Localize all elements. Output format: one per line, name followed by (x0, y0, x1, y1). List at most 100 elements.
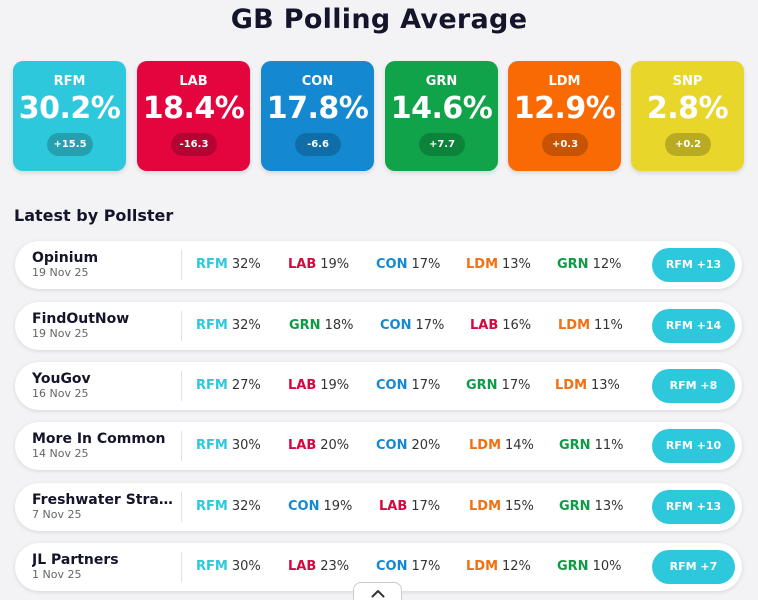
page-title: GB Polling Average (230, 4, 528, 35)
result-party: RFM (196, 438, 228, 453)
lead-badge-button[interactable]: RFM +14 (652, 309, 735, 343)
pollster-name: FindOutNow (32, 311, 130, 327)
pollster-row[interactable]: Freshwater Strat... 7 Nov 25 RFM 32% CON 19% L… (15, 483, 742, 531)
poll-result: RFM 32% (196, 499, 261, 514)
result-value: 19% (320, 378, 350, 393)
scroll-up-tab[interactable] (353, 582, 402, 600)
row-divider (181, 552, 182, 582)
result-party: CON (380, 318, 412, 333)
result-party: LDM (466, 257, 499, 272)
result-value: 32% (231, 499, 261, 514)
result-value: 17% (411, 257, 441, 272)
poll-result: GRN 13% (559, 499, 623, 514)
poll-result: LDM 15% (469, 499, 534, 514)
result-value: 10% (592, 559, 622, 574)
poll-result: LAB 20% (288, 438, 349, 453)
poll-date: 7 Nov 25 (32, 508, 82, 521)
party-average-card-ldm[interactable]: LDM 12.9% +0.3 (508, 61, 621, 171)
poll-result: LDM 12% (466, 559, 531, 574)
poll-result: CON 19% (288, 499, 352, 514)
poll-date: 19 Nov 25 (32, 266, 89, 279)
result-party: GRN (559, 438, 591, 453)
pollster-row[interactable]: YouGov 16 Nov 25 RFM 27% LAB 19% CON 17% GRN 17% L… (15, 362, 742, 410)
pollster-row[interactable]: JL Partners 1 Nov 25 RFM 30% LAB 23% CON 17% LDM… (15, 543, 742, 591)
party-average-card-con[interactable]: CON 17.8% -6.6 (261, 61, 374, 171)
result-party: LDM (469, 499, 502, 514)
result-value: 19% (320, 257, 350, 272)
result-party: GRN (557, 257, 589, 272)
lead-badge-button[interactable]: RFM +8 (652, 369, 735, 403)
result-party: LAB (288, 438, 317, 453)
result-value: 17% (411, 378, 441, 393)
result-party: LAB (288, 378, 317, 393)
result-party: CON (376, 378, 408, 393)
poll-result: LDM 14% (469, 438, 534, 453)
lead-badge-button[interactable]: RFM +10 (652, 429, 735, 463)
poll-result: RFM 32% (196, 257, 261, 272)
result-value: 30% (231, 559, 261, 574)
party-name: GRN (425, 74, 458, 89)
change-badge: +0.2 (665, 133, 711, 156)
party-average-card-rfm[interactable]: RFM 30.2% +15.5 (13, 61, 126, 171)
section-title: Latest by Pollster (14, 206, 174, 225)
pollster-row[interactable]: More In Common 14 Nov 25 RFM 30% LAB 20% CON 20… (15, 422, 742, 470)
poll-result: RFM 30% (196, 559, 261, 574)
poll-result: RFM 32% (196, 318, 261, 333)
change-badge: +0.3 (542, 133, 588, 156)
result-party: RFM (196, 559, 228, 574)
poll-result: LAB 17% (379, 499, 440, 514)
party-average-card-snp[interactable]: SNP 2.8% +0.2 (631, 61, 744, 171)
result-value: 30% (231, 438, 261, 453)
row-divider (181, 371, 182, 401)
result-party: CON (376, 257, 408, 272)
poll-result: CON 17% (380, 318, 444, 333)
pollster-row[interactable]: Opinium 19 Nov 25 RFM 32% LAB 19% CON 17% LDM 13%… (15, 241, 742, 289)
result-value: 11% (594, 438, 624, 453)
result-value: 17% (411, 499, 441, 514)
pollster-name: JL Partners (32, 552, 119, 568)
result-party: RFM (196, 499, 228, 514)
result-value: 18% (324, 318, 354, 333)
result-party: GRN (559, 499, 591, 514)
result-party: CON (288, 499, 320, 514)
poll-result: GRN 10% (557, 559, 621, 574)
result-value: 13% (594, 499, 624, 514)
result-value: 13% (502, 257, 531, 272)
party-average-card-grn[interactable]: GRN 14.6% +7.7 (385, 61, 498, 171)
result-value: 14% (505, 438, 534, 453)
lead-badge-button[interactable]: RFM +13 (652, 490, 735, 524)
poll-result: GRN 18% (289, 318, 353, 333)
result-party: LAB (379, 499, 408, 514)
result-party: LDM (555, 378, 588, 393)
poll-result: LDM 13% (466, 257, 531, 272)
result-value: 17% (501, 378, 531, 393)
pollster-name: YouGov (32, 371, 91, 387)
result-value: 17% (415, 318, 445, 333)
poll-date: 1 Nov 25 (32, 568, 82, 581)
poll-date: 16 Nov 25 (32, 387, 89, 400)
result-party: RFM (196, 378, 228, 393)
lead-badge-button[interactable]: RFM +7 (652, 550, 735, 584)
party-percentage: 2.8% (646, 91, 729, 126)
result-party: LDM (469, 438, 502, 453)
row-divider (181, 492, 182, 522)
lead-badge-button[interactable]: RFM +13 (652, 248, 735, 282)
result-value: 11% (594, 318, 623, 333)
result-party: GRN (289, 318, 321, 333)
party-percentage: 14.6% (390, 91, 493, 126)
poll-date: 14 Nov 25 (32, 447, 89, 460)
pollster-row[interactable]: FindOutNow 19 Nov 25 RFM 32% GRN 18% CON 17% LAB… (15, 302, 742, 350)
result-party: RFM (196, 318, 228, 333)
poll-result: CON 17% (376, 257, 440, 272)
result-party: RFM (196, 257, 228, 272)
result-value: 27% (231, 378, 261, 393)
party-percentage: 17.8% (266, 91, 369, 126)
result-party: LDM (558, 318, 591, 333)
poll-result: RFM 30% (196, 438, 261, 453)
result-value: 20% (320, 438, 350, 453)
result-value: 23% (320, 559, 350, 574)
poll-result: CON 20% (376, 438, 440, 453)
party-average-card-lab[interactable]: LAB 18.4% -16.3 (137, 61, 250, 171)
poll-result: LDM 11% (558, 318, 623, 333)
result-value: 32% (231, 318, 261, 333)
